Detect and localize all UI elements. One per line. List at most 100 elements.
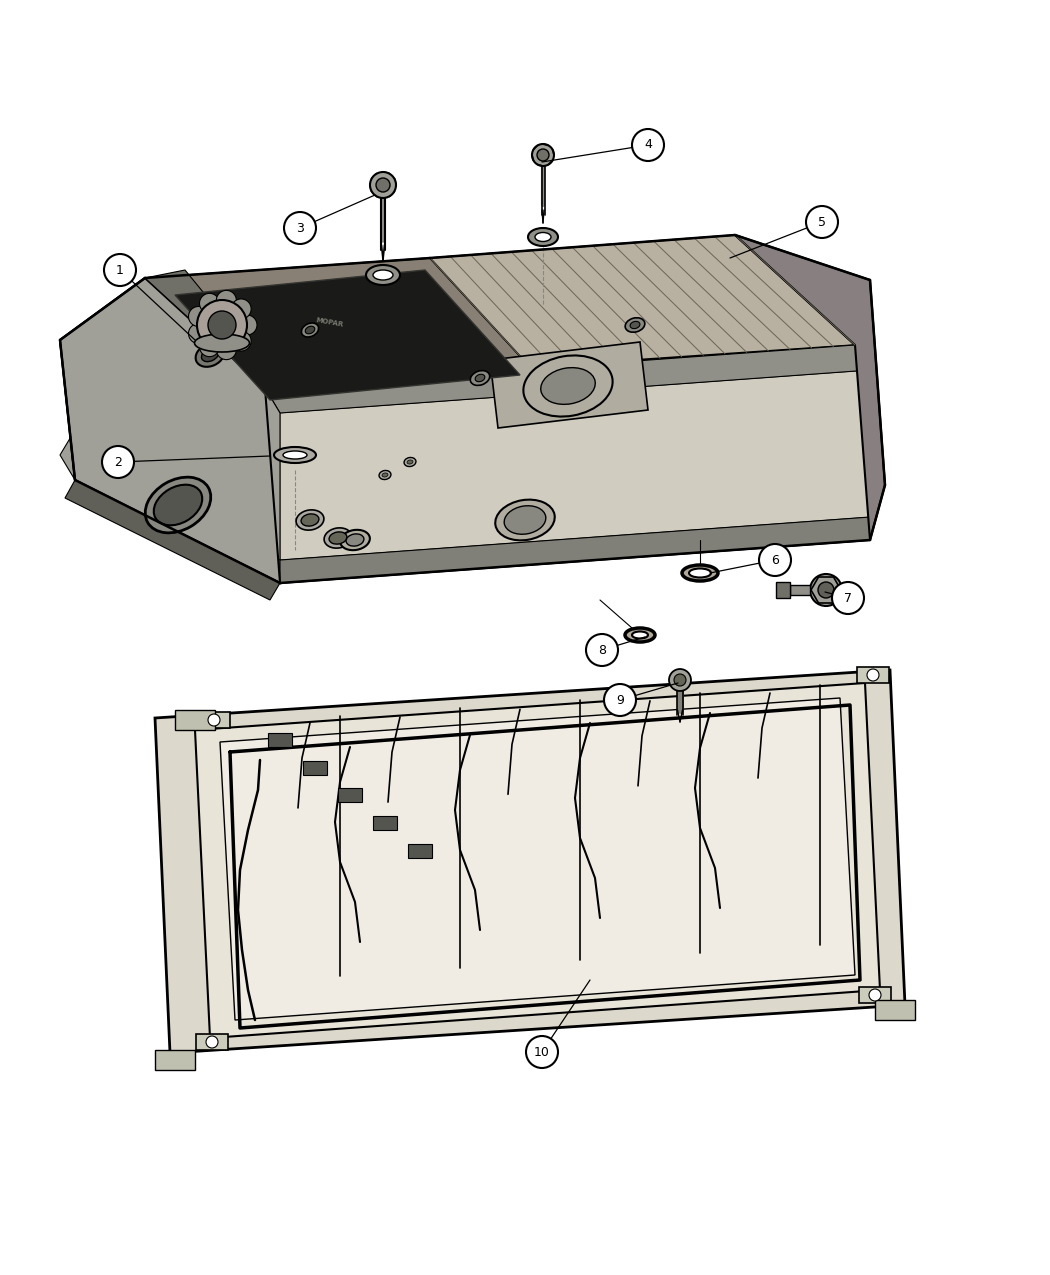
Polygon shape <box>408 844 432 858</box>
Ellipse shape <box>382 473 387 477</box>
Polygon shape <box>303 761 327 775</box>
Ellipse shape <box>528 228 558 246</box>
Circle shape <box>104 254 136 286</box>
Ellipse shape <box>537 149 549 161</box>
Ellipse shape <box>476 375 485 381</box>
Circle shape <box>206 1037 218 1048</box>
Ellipse shape <box>496 500 554 541</box>
Polygon shape <box>875 1000 915 1020</box>
Ellipse shape <box>632 631 648 639</box>
Polygon shape <box>60 278 280 583</box>
Ellipse shape <box>532 144 554 166</box>
Ellipse shape <box>194 334 250 352</box>
Ellipse shape <box>366 265 400 286</box>
Polygon shape <box>265 346 870 583</box>
Polygon shape <box>195 683 880 1038</box>
Polygon shape <box>268 733 292 747</box>
Ellipse shape <box>370 172 396 198</box>
Ellipse shape <box>536 232 551 241</box>
Polygon shape <box>155 1051 195 1070</box>
Ellipse shape <box>625 317 645 333</box>
Text: 8: 8 <box>598 644 606 657</box>
Ellipse shape <box>669 669 691 691</box>
Polygon shape <box>338 788 362 802</box>
Ellipse shape <box>296 510 323 530</box>
Circle shape <box>832 581 864 615</box>
Ellipse shape <box>682 565 718 581</box>
Ellipse shape <box>404 458 416 467</box>
Circle shape <box>216 291 236 310</box>
Ellipse shape <box>329 532 346 544</box>
Polygon shape <box>280 516 870 583</box>
Ellipse shape <box>202 348 218 362</box>
Polygon shape <box>776 581 790 598</box>
Polygon shape <box>857 667 889 683</box>
Circle shape <box>604 683 636 717</box>
Ellipse shape <box>625 629 655 643</box>
Text: MOPAR: MOPAR <box>316 316 344 328</box>
Circle shape <box>869 989 881 1001</box>
Ellipse shape <box>373 270 393 280</box>
Ellipse shape <box>689 569 711 578</box>
Ellipse shape <box>470 371 489 385</box>
Circle shape <box>231 298 251 319</box>
Polygon shape <box>145 258 530 388</box>
Ellipse shape <box>379 470 391 479</box>
Circle shape <box>586 634 618 666</box>
Ellipse shape <box>504 506 546 534</box>
Text: 7: 7 <box>844 592 852 604</box>
Polygon shape <box>175 270 520 400</box>
Ellipse shape <box>346 534 364 546</box>
Polygon shape <box>373 816 397 830</box>
Ellipse shape <box>153 484 203 525</box>
Ellipse shape <box>306 326 315 334</box>
Polygon shape <box>280 370 870 560</box>
Circle shape <box>759 544 791 576</box>
Ellipse shape <box>274 448 316 463</box>
Ellipse shape <box>818 581 834 598</box>
Circle shape <box>208 714 220 725</box>
Circle shape <box>231 332 251 351</box>
Ellipse shape <box>630 321 639 329</box>
Polygon shape <box>220 697 855 1020</box>
Circle shape <box>284 212 316 244</box>
Ellipse shape <box>541 367 595 404</box>
Circle shape <box>632 129 664 161</box>
Circle shape <box>208 311 236 339</box>
Polygon shape <box>790 585 810 595</box>
Ellipse shape <box>195 343 225 367</box>
Polygon shape <box>60 388 280 560</box>
Ellipse shape <box>376 179 390 193</box>
Ellipse shape <box>407 460 413 464</box>
Text: 2: 2 <box>114 455 122 468</box>
Polygon shape <box>65 479 280 601</box>
Ellipse shape <box>301 323 318 337</box>
Text: 3: 3 <box>296 222 303 235</box>
Text: 6: 6 <box>771 553 779 566</box>
Polygon shape <box>265 346 870 413</box>
Ellipse shape <box>810 574 842 606</box>
Text: 4: 4 <box>644 139 652 152</box>
Circle shape <box>200 337 219 357</box>
Circle shape <box>189 306 209 326</box>
Polygon shape <box>175 710 215 731</box>
Circle shape <box>867 669 879 681</box>
Circle shape <box>189 324 209 343</box>
Circle shape <box>200 293 219 314</box>
Text: 10: 10 <box>534 1046 550 1058</box>
Ellipse shape <box>145 477 211 533</box>
Circle shape <box>237 315 257 335</box>
Polygon shape <box>859 987 891 1003</box>
Ellipse shape <box>674 674 686 686</box>
Polygon shape <box>430 235 855 367</box>
Text: 1: 1 <box>117 264 124 277</box>
Polygon shape <box>60 278 265 479</box>
Circle shape <box>102 446 134 478</box>
Ellipse shape <box>301 514 319 527</box>
Polygon shape <box>196 1034 228 1051</box>
Polygon shape <box>145 270 275 388</box>
Text: 9: 9 <box>616 694 624 706</box>
Polygon shape <box>490 342 648 428</box>
Polygon shape <box>155 669 905 1053</box>
Ellipse shape <box>340 530 370 551</box>
